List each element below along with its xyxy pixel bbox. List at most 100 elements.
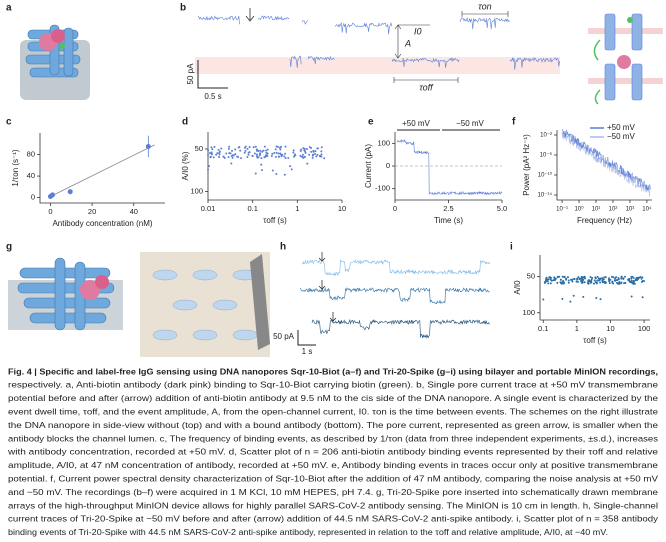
x-tick-label: 10² bbox=[609, 207, 618, 213]
scatter-dot bbox=[565, 278, 568, 281]
x-tick-label: 2.5 bbox=[443, 204, 453, 213]
scatter-dot bbox=[542, 298, 545, 301]
scatter-dot bbox=[599, 298, 602, 301]
label: 1 s bbox=[302, 347, 313, 356]
scatter-dot bbox=[632, 276, 635, 279]
scatter-dot bbox=[562, 282, 565, 285]
scatter-dot bbox=[238, 145, 241, 148]
x-tick-label: 20 bbox=[88, 207, 96, 216]
scatter-dot bbox=[563, 276, 566, 279]
scatter-dot bbox=[589, 280, 592, 283]
scatter-dot bbox=[258, 154, 261, 157]
scatter-dot bbox=[308, 153, 311, 156]
scatter-dot bbox=[299, 154, 302, 157]
scatter-dot bbox=[592, 282, 595, 285]
scatter-dot bbox=[299, 150, 302, 153]
scatter-dot bbox=[630, 277, 633, 280]
x-axis-label: τoff (s) bbox=[583, 336, 607, 345]
caption-line: potential. f, Current power spectral den… bbox=[8, 473, 658, 483]
illustration-a bbox=[20, 24, 90, 100]
scatter-dot bbox=[227, 155, 230, 158]
scatter-dot bbox=[601, 279, 604, 282]
legend-label: −50 mV bbox=[607, 132, 635, 141]
panel-label: f bbox=[512, 117, 516, 128]
scatter-dot bbox=[290, 168, 293, 171]
scatter-dot bbox=[229, 152, 232, 155]
scatter-dot bbox=[545, 278, 548, 281]
panel-label: g bbox=[6, 242, 12, 253]
illustration-g bbox=[8, 252, 270, 357]
scatter-dot bbox=[609, 278, 612, 281]
axis bbox=[539, 255, 650, 321]
scatter-dot bbox=[581, 278, 584, 281]
caption-line: Fig. 4 | Specific and label-free IgG sen… bbox=[8, 366, 658, 376]
scatter-dot bbox=[578, 277, 581, 280]
scatter-dot bbox=[567, 279, 570, 282]
scatter-dot bbox=[265, 151, 268, 154]
scatter-dot bbox=[225, 152, 228, 155]
scatter-dot bbox=[292, 151, 295, 154]
scatter-dot bbox=[627, 279, 630, 282]
panel-label: a bbox=[6, 3, 12, 14]
scatter-dot bbox=[253, 152, 256, 155]
label: 50 pA bbox=[273, 332, 295, 341]
scatter-dot bbox=[572, 294, 575, 297]
y-axis-label: A/I0 (%) bbox=[181, 151, 190, 180]
scatter-dot bbox=[210, 146, 213, 149]
scatter-dot bbox=[637, 277, 640, 280]
scatter-dot bbox=[620, 275, 623, 278]
scatter-dot bbox=[314, 153, 317, 156]
caption-line: binding events of Tri-20-Spike with 44.5… bbox=[8, 527, 608, 537]
scatter-dot bbox=[620, 277, 623, 280]
scatter-dot bbox=[218, 153, 221, 156]
scatter-dot bbox=[583, 275, 586, 278]
pore-schemes bbox=[588, 13, 663, 105]
scatter-dot bbox=[210, 151, 213, 154]
scatter-dot bbox=[612, 282, 615, 285]
axis bbox=[39, 133, 165, 204]
scatter-dot bbox=[617, 277, 620, 280]
trace bbox=[459, 16, 510, 30]
scatter-dot bbox=[246, 147, 249, 150]
baseline-band bbox=[195, 57, 560, 74]
scatter-dot bbox=[632, 279, 635, 282]
scatter-dot bbox=[252, 146, 255, 149]
scatter-dot bbox=[231, 156, 234, 159]
x-tick-label: 10 bbox=[338, 204, 346, 213]
scatter-dot bbox=[316, 147, 319, 150]
scatter-dot bbox=[271, 152, 274, 155]
scatter-dot bbox=[277, 155, 280, 158]
scatter-dot bbox=[320, 150, 323, 153]
scatter-dot bbox=[590, 278, 593, 281]
scatter-dot bbox=[587, 279, 590, 282]
scatter-dot bbox=[293, 153, 296, 156]
label: I0 bbox=[414, 26, 422, 36]
scatter-dot bbox=[632, 282, 635, 285]
scatter-dot bbox=[624, 275, 627, 278]
x-tick-label: 0 bbox=[393, 204, 397, 213]
scatter-dot bbox=[256, 149, 259, 152]
point bbox=[67, 189, 73, 195]
y-axis-label: Current (pA) bbox=[364, 144, 373, 188]
caption-line: current traces of Tri-20-Spike at −50 mV… bbox=[8, 514, 659, 524]
scatter-dot bbox=[216, 152, 219, 155]
arrow bbox=[318, 252, 326, 262]
annot bbox=[394, 24, 430, 59]
y-tick-label: 10⁻¹⁰ bbox=[538, 172, 553, 179]
scatter-dot bbox=[589, 276, 592, 279]
scatter-dot bbox=[581, 276, 584, 279]
scatter-dot bbox=[266, 148, 269, 151]
y-tick-label: 100 bbox=[522, 308, 535, 317]
y-tick-label: 10⁻⁶ bbox=[540, 152, 553, 159]
scatter-dot bbox=[279, 152, 282, 155]
scatter-dot bbox=[573, 278, 576, 281]
x-axis-label: Frequency (Hz) bbox=[577, 216, 632, 225]
scale-bar bbox=[297, 330, 316, 346]
scatter-dot bbox=[545, 276, 548, 279]
scatter-dot bbox=[280, 145, 283, 148]
label: τoff bbox=[419, 82, 434, 92]
scatter-dot bbox=[642, 280, 645, 283]
scatter-dot bbox=[635, 276, 638, 279]
x-tick-label: 10⁻¹ bbox=[556, 207, 568, 213]
scatter-dot bbox=[569, 300, 572, 303]
